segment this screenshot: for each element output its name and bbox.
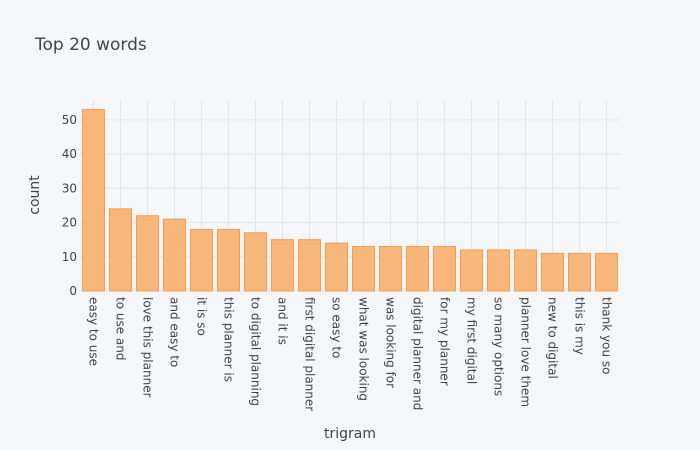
bar[interactable]	[486, 249, 511, 292]
bar[interactable]	[297, 239, 322, 292]
bar[interactable]	[162, 218, 187, 292]
x-tick-label: new to digital	[546, 297, 560, 379]
chart-title: Top 20 words	[34, 35, 147, 55]
bar[interactable]	[351, 246, 376, 292]
bar[interactable]	[405, 246, 430, 292]
bar[interactable]	[81, 109, 106, 292]
bar[interactable]	[540, 252, 565, 292]
x-tick-label: so many options	[492, 297, 506, 396]
x-tick-label: this planner is	[222, 297, 236, 382]
bar[interactable]	[243, 232, 268, 292]
y-tick-label: 40	[62, 147, 77, 161]
x-tick-label: first digital planner	[303, 297, 317, 411]
x-tick-label: this is my	[573, 297, 587, 355]
y-tick-label: 20	[62, 216, 77, 230]
bar[interactable]	[432, 246, 457, 292]
x-tick-label: easy to use	[87, 297, 101, 366]
y-tick-label: 30	[62, 181, 77, 195]
x-tick-label: what was looking	[357, 297, 371, 401]
bar[interactable]	[189, 228, 214, 292]
x-tick-label: and easy to	[168, 297, 182, 367]
x-tick-label: to digital planning	[249, 297, 263, 406]
bar[interactable]	[378, 246, 403, 292]
bar[interactable]	[567, 252, 592, 292]
x-tick-label: digital planner and	[411, 297, 425, 410]
x-axis-ticks: easy to use to use and love this planner an…	[87, 297, 614, 411]
x-tick-label: love this planner	[141, 297, 155, 398]
x-axis-label: trigram	[324, 426, 376, 442]
y-axis-ticks: 0 10 20 30 40 50	[62, 113, 77, 298]
y-tick-label: 10	[62, 250, 77, 264]
bar[interactable]	[513, 249, 538, 292]
y-tick-label: 50	[62, 113, 77, 127]
x-tick-label: my first digital	[465, 297, 479, 384]
x-tick-label: to use and	[114, 297, 128, 361]
x-tick-label: so easy to	[330, 297, 344, 358]
x-tick-label: thank you so	[600, 297, 614, 375]
x-tick-label: and it is	[276, 297, 290, 345]
y-axis-label: count	[27, 175, 43, 215]
x-tick-label: was looking for	[384, 297, 398, 388]
x-tick-label: planner love them	[519, 297, 533, 407]
bar[interactable]	[216, 228, 241, 292]
y-tick-label: 0	[69, 284, 77, 298]
bar[interactable]	[594, 252, 619, 292]
bars-layer	[81, 109, 619, 292]
grid-layer	[80, 100, 620, 292]
bar[interactable]	[270, 239, 295, 292]
x-tick-label: it is so	[195, 297, 209, 336]
bar[interactable]	[135, 215, 160, 292]
bar[interactable]	[324, 242, 349, 292]
bar[interactable]	[459, 249, 484, 292]
x-tick-label: for my planner	[438, 297, 452, 386]
bar[interactable]	[108, 208, 133, 292]
